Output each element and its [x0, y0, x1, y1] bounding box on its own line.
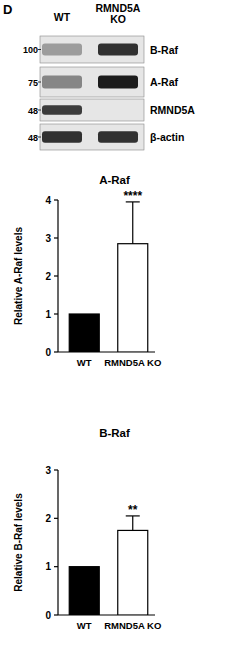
- mw-marker: 48: [28, 106, 38, 116]
- mw-marker: 48: [28, 133, 38, 143]
- bar-chart: A-Raf Relative A-Raf levels 0 1 2 3 4 WT RMND5A …: [13, 174, 161, 368]
- bar: [118, 530, 148, 615]
- y-axis-label: Relative B-Raf levels: [13, 493, 24, 592]
- y-tick: [54, 313, 58, 314]
- y-tick: [54, 199, 58, 200]
- y-tick-label: 1: [45, 561, 51, 572]
- lane-label-line: WT: [54, 11, 71, 23]
- x-tick-label: WT: [77, 357, 92, 368]
- y-tick: [54, 518, 58, 519]
- x-tick-label: RMND5A KO: [104, 620, 161, 631]
- plot-area: [69, 202, 148, 352]
- mw-marker: 100: [23, 45, 38, 55]
- band-label: A-Raf: [150, 76, 179, 88]
- y-tick-label: 2: [45, 513, 51, 524]
- bar: [69, 314, 99, 352]
- band-label: β-actin: [150, 131, 184, 143]
- error-line: [132, 516, 133, 531]
- bar: [69, 567, 99, 615]
- y-tick-label: 1: [45, 309, 51, 320]
- blot-band: [98, 44, 138, 56]
- error-line: [132, 202, 133, 244]
- blot-band: [98, 75, 138, 88]
- y-tick-label: 4: [45, 195, 51, 206]
- blot-band: [98, 131, 138, 142]
- y-tick-label: 0: [45, 610, 51, 621]
- blot-strip: [40, 124, 144, 150]
- bar: [118, 244, 148, 352]
- y-tick: [54, 566, 58, 567]
- y-tick: [54, 351, 58, 352]
- y-tick: [54, 237, 58, 238]
- y-tick-label: 3: [45, 465, 51, 476]
- lane-label-line: KO: [110, 13, 126, 25]
- y-tick: [54, 469, 58, 470]
- y-axis-label: Relative A-Raf levels: [13, 227, 24, 325]
- panel-label: D: [3, 2, 12, 17]
- blot-strip: [40, 36, 144, 63]
- figure: DWTRMND5AKO100B-Raf75A-Raf48RMND5A48β-ac…: [0, 0, 236, 660]
- chart-title: A-Raf: [99, 174, 130, 186]
- mw-tick: [38, 137, 41, 138]
- y-tick: [54, 614, 58, 615]
- mw-tick: [38, 82, 41, 83]
- mw-tick: [38, 49, 41, 50]
- bar-chart: B-Raf Relative B-Raf levels 0 1 2 3 WT RMND5A K…: [13, 427, 161, 631]
- significance: **: [128, 503, 138, 517]
- blot-strip: [40, 99, 144, 121]
- band-label: RMND5A: [150, 104, 195, 116]
- y-tick-label: 2: [45, 271, 51, 282]
- error-bar: [126, 516, 140, 531]
- blot-strip: [40, 67, 144, 97]
- band-label: B-Raf: [150, 44, 179, 56]
- lane-label: RMND5AKO: [96, 2, 141, 25]
- blot-band: [42, 105, 82, 115]
- blot-band: [42, 44, 82, 56]
- y-axis: [57, 470, 58, 615]
- error-bar: [126, 202, 140, 244]
- chart-title: B-Raf: [99, 427, 130, 439]
- blot-band: [42, 75, 82, 88]
- y-tick-label: 0: [45, 347, 51, 358]
- significance: ****: [123, 189, 142, 203]
- blot-band: [42, 131, 82, 142]
- x-tick-label: RMND5A KO: [104, 357, 161, 368]
- x-tick-label: WT: [77, 620, 92, 631]
- plot-area: [69, 516, 148, 615]
- y-tick: [54, 275, 58, 276]
- mw-marker: 75: [28, 78, 38, 88]
- mw-tick: [38, 110, 41, 111]
- lane-label: WT: [54, 11, 71, 23]
- y-tick-label: 3: [45, 233, 51, 244]
